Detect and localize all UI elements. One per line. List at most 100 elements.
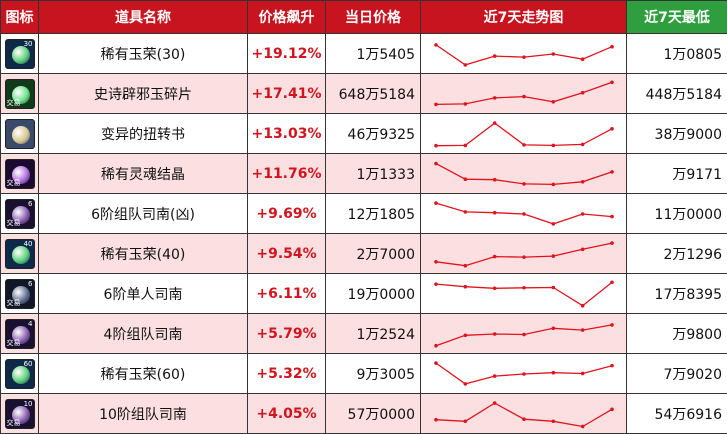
trend-point xyxy=(580,56,584,61)
tradable-tag: 交易 xyxy=(6,298,21,307)
solo-sinan-icon: 6 交易 xyxy=(4,278,35,309)
icon-level: 60 xyxy=(23,359,33,368)
price-change: +6.11% xyxy=(248,274,326,314)
price-change: +17.41% xyxy=(248,74,326,114)
trend-point xyxy=(521,211,526,216)
trend-point xyxy=(492,331,496,336)
trend-cell xyxy=(421,114,627,154)
trend-point xyxy=(580,303,584,307)
trend-point xyxy=(492,53,496,58)
trend-point xyxy=(433,102,438,106)
trend-point xyxy=(609,126,614,131)
trend-point xyxy=(609,322,614,327)
trend-point xyxy=(609,214,614,218)
trend-cell xyxy=(421,74,627,114)
trend-cell xyxy=(421,34,627,74)
seven-day-low: 38万9000 xyxy=(627,114,727,154)
trend-sparkline xyxy=(433,240,614,267)
trend-point xyxy=(580,424,584,428)
item-name: 4阶组队司南 xyxy=(39,314,248,354)
table-row: 4 交易 4阶组队司南 +5.79% 1万2524 万9800 xyxy=(1,314,727,354)
trend-point xyxy=(551,253,555,258)
trend-sparkline xyxy=(433,161,614,186)
table-row: 40 稀有玉荣(40) +9.54% 2万7000 2万1296 xyxy=(1,234,727,274)
icon-cell: 交易 xyxy=(1,154,39,194)
header-low: 近7天最低 xyxy=(627,1,727,34)
table-row: 60 稀有玉荣(60) +5.32% 9万3005 7万9020 xyxy=(1,354,727,394)
today-price: 1万5405 xyxy=(326,34,421,74)
icon-cell: 60 xyxy=(1,354,39,394)
rare-jade-icon: 60 xyxy=(4,358,35,389)
icon-level: 40 xyxy=(23,239,33,248)
trend-sparkline xyxy=(433,360,614,386)
seven-day-low: 17万8395 xyxy=(627,274,727,314)
trend-sparkline xyxy=(433,200,614,226)
trend-point xyxy=(580,142,584,146)
trend-cell xyxy=(421,194,627,234)
epic-jade-fragment-icon: 交易 xyxy=(4,78,35,109)
trend-point xyxy=(463,101,467,106)
trend-point xyxy=(492,120,496,125)
price-change: +13.03% xyxy=(248,114,326,154)
raid-sinan-icon: 10 交易 xyxy=(4,398,35,429)
seven-day-low: 1万0805 xyxy=(627,34,727,74)
price-change: +9.69% xyxy=(248,194,326,234)
trend-point xyxy=(580,179,584,184)
trend-point xyxy=(463,284,467,289)
table-header-row: 图标 道具名称 价格飙升 当日价格 近7天走势图 近7天最低 xyxy=(1,1,727,34)
header-price: 当日价格 xyxy=(326,1,421,34)
table-row: 10 交易 10阶组队司南 +4.05% 57万0000 54万6916 xyxy=(1,394,727,434)
item-name: 稀有灵魂结晶 xyxy=(39,154,248,194)
icon-level: 10 xyxy=(23,399,33,408)
table-row: 变异的扭转书 +13.03% 46万9325 38万9000 xyxy=(1,114,727,154)
icon-level: 6 xyxy=(28,199,33,208)
item-name: 稀有玉荣(30) xyxy=(39,34,248,74)
tradable-tag: 交易 xyxy=(6,98,21,107)
trend-point xyxy=(551,325,555,330)
seven-day-low: 万9800 xyxy=(627,314,727,354)
icon-cell: 30 xyxy=(1,34,39,74)
trend-point xyxy=(492,254,496,258)
item-name: 10阶组队司南 xyxy=(39,394,248,434)
icon-level: 4 xyxy=(28,319,33,328)
item-name: 6阶组队司南(凶) xyxy=(39,194,248,234)
trend-point xyxy=(492,373,496,378)
trend-point xyxy=(492,285,496,290)
trend-point xyxy=(551,51,555,56)
trend-point xyxy=(492,177,496,182)
today-price: 2万7000 xyxy=(326,234,421,274)
icon-cell: 6 交易 xyxy=(1,194,39,234)
trend-line xyxy=(435,43,612,66)
trend-sparkline xyxy=(433,120,614,147)
trend-sparkline xyxy=(433,400,614,428)
icon-cell: 交易 xyxy=(1,74,39,114)
price-change: +11.76% xyxy=(248,154,326,194)
table-row: 交易 稀有灵魂结晶 +11.76% 1万1333 万9171 xyxy=(1,154,727,194)
trend-line xyxy=(435,241,612,266)
trend-point xyxy=(521,285,526,290)
seven-day-low: 54万6916 xyxy=(627,394,727,434)
trend-point xyxy=(433,360,438,365)
header-name: 道具名称 xyxy=(39,1,248,34)
trend-point xyxy=(463,333,467,337)
header-change: 价格飙升 xyxy=(248,1,326,34)
trend-point xyxy=(433,259,438,264)
trend-point xyxy=(433,281,438,286)
seven-day-low: 万9171 xyxy=(627,154,727,194)
trend-point xyxy=(492,210,496,214)
item-name: 稀有玉荣(60) xyxy=(39,354,248,394)
seven-day-low: 7万9020 xyxy=(627,354,727,394)
trend-point xyxy=(580,90,584,94)
trend-point xyxy=(521,332,526,336)
price-change: +19.12% xyxy=(248,34,326,74)
trend-point xyxy=(609,280,614,284)
item-name: 史诗辟邪玉碎片 xyxy=(39,74,248,114)
trend-point xyxy=(433,161,438,165)
today-price: 648万5184 xyxy=(326,74,421,114)
item-name: 稀有玉荣(40) xyxy=(39,234,248,274)
today-price: 12万1805 xyxy=(326,194,421,234)
trend-point xyxy=(580,247,584,251)
header-trend: 近7天走势图 xyxy=(421,1,627,34)
trend-point xyxy=(463,418,467,423)
